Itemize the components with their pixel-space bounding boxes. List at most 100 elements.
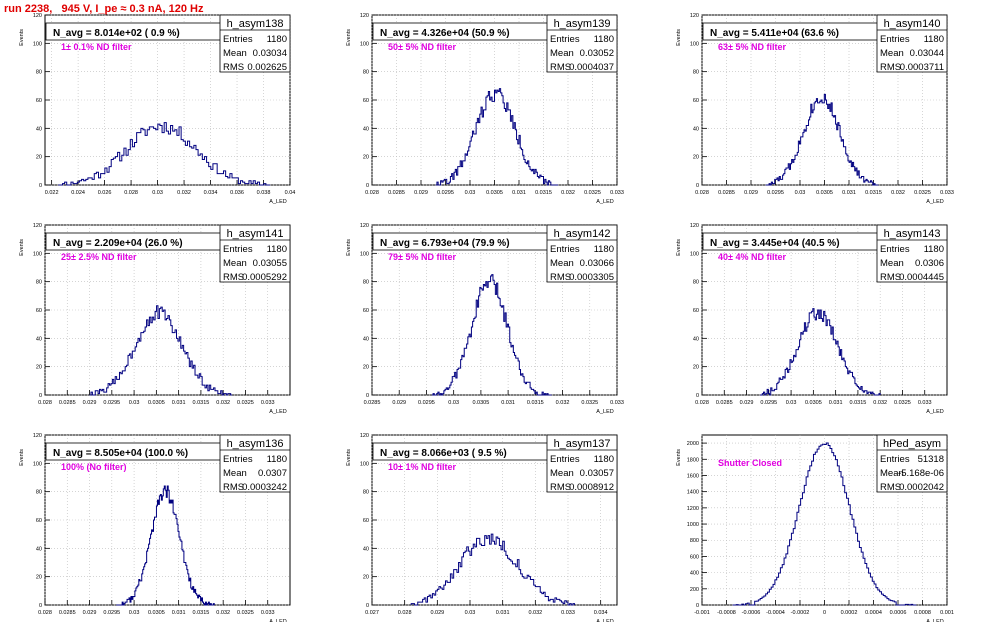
stats-box <box>219 434 291 493</box>
x-tick-label: 0.0006 <box>890 610 907 616</box>
y-tick-label: 1000 <box>687 522 699 528</box>
x-tick-label: 0.0295 <box>103 400 120 406</box>
histogram-h_asym142: 0.0285 0.029 0.0295 0.03 0.0305 0.031 0.0315 0.… <box>346 223 624 415</box>
x-tick-label: 0.0285 <box>59 400 76 406</box>
x-axis-label: A_LED <box>269 409 286 415</box>
histogram-h_asym138: 0.022 0.024 0.026 0.028 0.03 0.032 0.034 0.036 0… <box>19 13 295 205</box>
y-axis-label: Events <box>19 239 25 256</box>
histogram-title: N_avg = 5.411e+04 (63.6 %) <box>710 28 839 39</box>
y-tick-label: 0 <box>39 393 42 399</box>
stats-label: Entries <box>550 244 580 255</box>
x-tick-label: 0.0305 <box>486 190 503 196</box>
x-tick-label: 0.028 <box>398 610 412 616</box>
x-axis-label: A_LED <box>596 409 613 415</box>
y-tick-label: 60 <box>36 98 42 104</box>
x-tick-label: 0.029 <box>744 190 758 196</box>
y-tick-label: 80 <box>693 280 699 286</box>
y-tick-label: 80 <box>363 70 369 76</box>
annotation-label: 1± 0.1% ND filter <box>61 42 132 52</box>
x-tick-label: 0.033 <box>261 610 275 616</box>
stats-label: Entries <box>223 454 253 465</box>
x-tick-label: 0.033 <box>940 190 954 196</box>
y-tick-label: 0 <box>366 393 369 399</box>
y-tick-label: 80 <box>36 280 42 286</box>
stats-label: Entries <box>880 244 910 255</box>
x-tick-label: 0.032 <box>216 610 230 616</box>
x-tick-label: 0.0295 <box>767 190 784 196</box>
stats-value: 0.03066 <box>580 258 614 269</box>
y-tick-label: 100 <box>690 41 699 47</box>
x-tick-label: 0.038 <box>257 190 271 196</box>
x-tick-label: 0.001 <box>940 610 954 616</box>
stats-box <box>219 14 291 73</box>
x-tick-label: 0.0315 <box>865 190 882 196</box>
histogram-name: h_asym141 <box>227 228 284 240</box>
x-tick-label: 0.0325 <box>914 190 931 196</box>
y-tick-label: 800 <box>690 538 699 544</box>
stats-value: 0.03044 <box>910 48 944 59</box>
stats-label: Entries <box>550 454 580 465</box>
x-tick-label: 0.032 <box>891 190 905 196</box>
x-tick-label: 0.03 <box>465 610 476 616</box>
y-tick-label: 0 <box>696 183 699 189</box>
stats-value: 0.03052 <box>580 48 614 59</box>
y-tick-label: 80 <box>363 490 369 496</box>
stats-label: RMS <box>880 482 901 493</box>
histogram-bins <box>759 308 881 396</box>
y-tick-label: 80 <box>693 70 699 76</box>
x-tick-label: 0.0325 <box>237 400 254 406</box>
x-tick-label: 0.031 <box>842 190 856 196</box>
y-tick-label: 100 <box>690 251 699 257</box>
stats-value: 0.0004445 <box>899 272 944 283</box>
x-tick-label: 0.0285 <box>59 610 76 616</box>
x-tick-label: -0.0006 <box>742 610 761 616</box>
stats-label: Entries <box>880 454 910 465</box>
x-tick-label: 0.0315 <box>527 400 544 406</box>
stats-value: 0.03055 <box>253 258 287 269</box>
stats-label: RMS <box>880 272 901 283</box>
stats-label: RMS <box>223 272 244 283</box>
stats-label: Mean <box>223 258 247 269</box>
x-tick-label: 0.028 <box>695 190 709 196</box>
x-tick-label: 0.031 <box>512 190 526 196</box>
y-tick-label: 120 <box>33 13 42 19</box>
x-tick-label: 0.0325 <box>237 610 254 616</box>
x-tick-label: 0.024 <box>71 190 85 196</box>
x-tick-label: 0.0285 <box>364 400 381 406</box>
annotation-label: 50± 5% ND filter <box>388 42 456 52</box>
x-tick-label: 0.03 <box>152 190 163 196</box>
y-axis-label: Events <box>346 29 352 46</box>
x-tick-label: 0.029 <box>392 400 406 406</box>
x-tick-label: 0.0002 <box>841 610 858 616</box>
stats-label: RMS <box>550 62 571 73</box>
x-tick-label: 0.04 <box>285 190 296 196</box>
stats-value: 0.0008912 <box>569 482 614 493</box>
y-tick-label: 40 <box>363 546 369 552</box>
x-tick-label: -0.0004 <box>766 610 785 616</box>
histogram-h_asym137: 0.027 0.028 0.029 0.03 0.031 0.032 0.033 0.034 0… <box>346 433 618 622</box>
y-tick-label: 40 <box>363 336 369 342</box>
y-tick-label: 20 <box>36 155 42 161</box>
x-tick-label: 0.03 <box>465 190 476 196</box>
x-tick-label: 0.032 <box>216 400 230 406</box>
histogram-title: N_avg = 8.014e+02 ( 0.9 %) <box>53 28 180 39</box>
x-axis-label: A_LED <box>926 199 943 205</box>
y-tick-label: 100 <box>33 251 42 257</box>
x-tick-label: 0.03 <box>129 400 140 406</box>
x-tick-label: -0.001 <box>694 610 710 616</box>
stats-value: 51318 <box>918 454 944 465</box>
y-tick-label: 600 <box>690 554 699 560</box>
stats-value: 1180 <box>267 454 287 465</box>
x-tick-label: 0.0305 <box>148 400 165 406</box>
histogram-hPed_asym: -0.001 -0.0008 -0.0006 -0.0004 -0.0002 0 0.000… <box>676 434 954 622</box>
x-tick-label: 0.03 <box>795 190 806 196</box>
stats-value: 0.0306 <box>915 258 944 269</box>
x-tick-label: 0.028 <box>365 190 379 196</box>
stats-box <box>876 14 948 73</box>
stats-value: 1180 <box>594 34 614 45</box>
histogram-name: h_asym143 <box>884 228 941 240</box>
y-tick-label: 40 <box>36 126 42 132</box>
y-tick-label: 100 <box>360 251 369 257</box>
x-tick-label: 0.034 <box>594 610 608 616</box>
